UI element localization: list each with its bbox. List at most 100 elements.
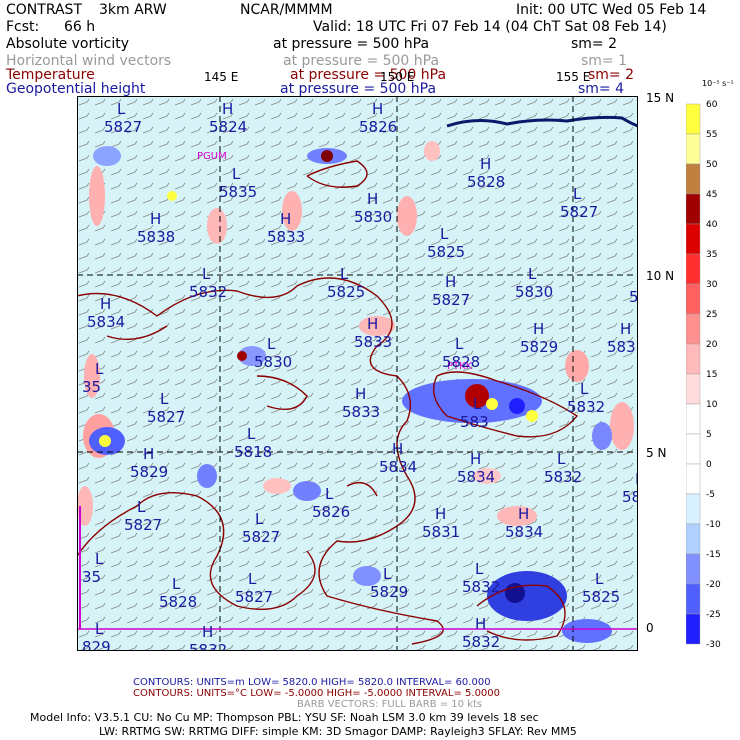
- colorbar-tick-label: -25: [706, 610, 721, 620]
- colorbar-swatch: [686, 613, 701, 645]
- field-level-vorticity: at pressure = 500 hPa: [273, 36, 430, 52]
- coastline: [446, 115, 639, 128]
- high-marker: H: [150, 210, 161, 228]
- high-marker: H: [367, 190, 378, 208]
- high-marker: H: [620, 320, 631, 338]
- field-level-temperature: at pressure = 500 hPa: [290, 67, 447, 83]
- colorbar-swatch: [686, 103, 701, 135]
- low-marker: L: [340, 265, 349, 283]
- low-marker: L: [117, 100, 126, 118]
- map-panel: PGUM PTKK L 5827 H 5824 H 5826 L 5835 H 5828 H 5830…: [76, 95, 658, 659]
- colorbar-tick-label: -10: [706, 520, 721, 530]
- colorbar-swatch: [686, 313, 701, 345]
- field-sm-temperature: sm= 2: [588, 67, 635, 83]
- low-marker: L: [95, 550, 104, 568]
- height-value-label: 5827: [560, 203, 598, 221]
- height-value-label: 5832: [567, 398, 605, 416]
- height-value-label: 5832: [544, 468, 582, 486]
- low-marker: L: [232, 165, 241, 183]
- height-value-label: 5818: [234, 443, 272, 461]
- high-marker: H: [280, 210, 291, 228]
- low-marker: L: [580, 380, 589, 398]
- low-marker: L: [95, 620, 104, 638]
- lat-label-10n: 10 N: [646, 269, 675, 283]
- low-marker: L: [455, 335, 464, 353]
- colorbar-tick-label: -30: [706, 640, 721, 650]
- high-marker: H: [470, 450, 481, 468]
- height-value-label: 5830: [354, 208, 392, 226]
- high-marker: H: [435, 505, 446, 523]
- temperature-contours: [76, 160, 579, 645]
- low-marker: L: [202, 265, 211, 283]
- field-level-wind: at pressure = 500 hPa: [283, 53, 440, 69]
- map-frame: [77, 96, 638, 651]
- high-marker: H: [367, 315, 378, 333]
- colorbar-swatch: [686, 583, 701, 615]
- height-value-label: 5830: [515, 283, 553, 301]
- high-marker: H: [100, 295, 111, 313]
- vorticity-negative: [89, 146, 612, 643]
- low-marker: L: [473, 395, 482, 413]
- high-marker: H: [392, 440, 403, 458]
- field-name-vorticity: Absolute vorticity: [6, 36, 129, 52]
- model-info-line1: Model Info: V3.5.1 CU: No Cu MP: Thompso…: [30, 711, 539, 724]
- height-value-label: 5824: [209, 118, 247, 136]
- low-marker: L: [247, 425, 256, 443]
- lon-label-155: 155 E: [556, 70, 591, 84]
- colorbar-swatch: [686, 133, 701, 165]
- height-value-label: 5835: [219, 183, 257, 201]
- colorbar-tick-label: 30: [706, 280, 718, 290]
- lat-label-0: 0: [646, 621, 654, 635]
- colorbar-swatch: [686, 163, 701, 195]
- height-value-label: 5829: [370, 583, 408, 601]
- colorbar-swatch: [686, 553, 701, 585]
- height-value-label: 582: [622, 488, 638, 506]
- colorbar-tick-label: 50: [706, 160, 718, 170]
- height-value-label: 5830: [254, 353, 292, 371]
- lat-label-5n: 5 N: [646, 446, 667, 460]
- colorbar-swatch: [686, 523, 701, 555]
- high-marker: H: [475, 615, 486, 633]
- lon-label-150: 150 E: [380, 70, 415, 84]
- height-value-label: 5827: [242, 528, 280, 546]
- height-value-label: 5829: [520, 338, 558, 356]
- height-value-label: 5828: [159, 593, 197, 611]
- lat-label-15n: 15 N: [646, 91, 675, 105]
- fcst-label: Fcst:: [6, 19, 40, 35]
- low-marker: L: [255, 510, 264, 528]
- colorbar-swatch: [686, 493, 701, 525]
- height-value-label: 5832: [462, 633, 500, 651]
- low-marker: L: [440, 225, 449, 243]
- colorbar-tick-label: 35: [706, 250, 717, 260]
- map-svg: PGUM PTKK L5827H5824H5826L5835H5828H5830…: [76, 95, 658, 659]
- wind-barbs-layer: [77, 96, 638, 651]
- colorbar-tick-label: -15: [706, 550, 721, 560]
- height-value-label: 5827: [235, 588, 273, 606]
- high-marker: H: [355, 385, 366, 403]
- low-marker: L: [595, 570, 604, 588]
- height-value-label: 35: [82, 568, 101, 586]
- fcst-value: 66 h: [64, 19, 96, 35]
- low-marker: L: [573, 185, 582, 203]
- field-sm-wind: sm= 1: [581, 53, 628, 69]
- height-value-label: 5828: [467, 173, 505, 191]
- colorbar-tick-label: 20: [706, 340, 718, 350]
- height-value-label: 829: [82, 638, 111, 651]
- height-value-label: 5833: [267, 228, 305, 246]
- height-value-label: 583: [460, 413, 489, 431]
- low-marker: L: [383, 565, 392, 583]
- colorbar-tick-label: 45: [706, 190, 717, 200]
- low-marker: L: [475, 560, 484, 578]
- field-name-temperature: Temperature: [6, 67, 95, 83]
- field-sm-vorticity: sm= 2: [571, 36, 618, 52]
- colorbar-swatch: [686, 193, 701, 225]
- valid-label: Valid: 18 UTC Fri 07 Feb 14 (04 ChT Sat …: [313, 19, 667, 35]
- high-marker: H: [222, 100, 233, 118]
- height-value-label: 5826: [359, 118, 397, 136]
- low-marker: L: [557, 450, 566, 468]
- init-label: Init: 00 UTC Wed 05 Feb 14: [516, 2, 707, 18]
- colorbar-tick-label: 40: [706, 220, 718, 230]
- height-value-label: 5833: [354, 333, 392, 351]
- colorbar-swatch: [686, 403, 701, 435]
- colorbar: 605550454035302520151050-5-10-15-20-25-3…: [686, 100, 721, 650]
